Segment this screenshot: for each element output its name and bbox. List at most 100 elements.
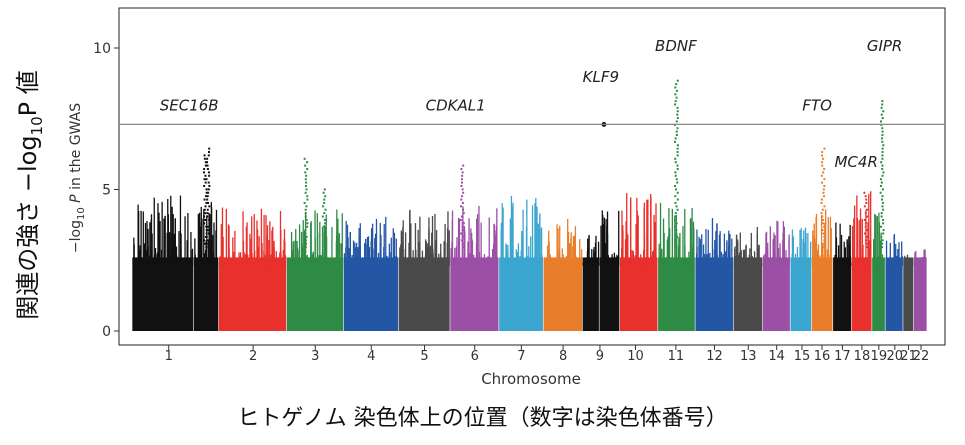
chromosome-scatter xyxy=(527,256,529,266)
chromosome-scatter xyxy=(762,255,765,266)
chromosome-scatter xyxy=(701,261,704,266)
chromosome-scatter xyxy=(668,227,671,266)
peak-point xyxy=(304,212,307,215)
chromosome-scatter xyxy=(435,230,438,266)
chromosome-scatter xyxy=(819,263,821,266)
chromosome-scatter xyxy=(485,259,488,266)
chromosome-scatter xyxy=(203,255,205,266)
chromosome-scatter xyxy=(924,249,926,266)
peak-point xyxy=(822,218,825,221)
chromosome-scatter xyxy=(861,218,863,266)
peak-point xyxy=(881,130,884,133)
chromosome-block xyxy=(218,257,287,331)
chromosome-scatter xyxy=(413,262,416,266)
chromosome-scatter xyxy=(901,259,903,266)
chromosome-scatter xyxy=(232,255,234,266)
chromosome-scatter xyxy=(912,259,914,266)
chromosome-scatter xyxy=(861,259,863,266)
chromosome-scatter xyxy=(158,263,160,266)
peak-point xyxy=(206,164,209,167)
peak-point xyxy=(204,181,207,184)
chromosome-scatter xyxy=(315,262,318,266)
peak-point xyxy=(880,113,883,116)
x-tick-label: 10 xyxy=(627,349,644,364)
chromosome-scatter xyxy=(756,233,758,266)
chromosome-scatter xyxy=(682,226,684,266)
chromosome-scatter xyxy=(172,214,174,266)
chromosome-scatter xyxy=(774,250,776,266)
peak-point xyxy=(207,229,210,232)
chromosome-scatter xyxy=(301,246,304,266)
peak-point xyxy=(823,239,826,242)
peak-point xyxy=(203,222,206,225)
chromosome-scatter xyxy=(835,222,837,266)
chromosome-scatter xyxy=(703,253,706,266)
peak-point xyxy=(304,208,307,211)
chromosome-scatter xyxy=(298,224,301,266)
chromosome-scatter xyxy=(389,261,391,266)
peak-point xyxy=(305,205,308,208)
peak-point xyxy=(676,191,679,194)
peak-point xyxy=(675,229,678,232)
chromosome-scatter xyxy=(738,255,740,266)
chromosome-scatter xyxy=(659,202,662,266)
chromosome-scatter xyxy=(589,261,592,266)
chromosome-scatter xyxy=(571,263,573,266)
chromosome-scatter xyxy=(444,223,446,266)
chromosome-scatter xyxy=(341,243,343,266)
chromosome-scatter xyxy=(465,263,467,266)
chromosome-scatter xyxy=(495,260,498,266)
chromosome-scatter xyxy=(303,230,306,266)
peak-point xyxy=(881,167,884,170)
peak-point xyxy=(674,161,677,164)
chromosome-scatter xyxy=(294,240,296,266)
chromosome-scatter xyxy=(561,260,563,266)
peak-point xyxy=(866,215,869,218)
chromosome-scatter xyxy=(515,249,517,266)
chromosome-scatter xyxy=(606,211,609,266)
chromosome-scatter xyxy=(159,221,161,266)
peak-point xyxy=(305,174,308,177)
chromosome-scatter xyxy=(270,254,272,266)
chromosome-scatter xyxy=(281,262,283,266)
peak-point xyxy=(675,89,678,92)
peak-point xyxy=(822,232,825,235)
chromosome-scatter xyxy=(205,240,207,266)
chromosome-scatter xyxy=(319,221,321,266)
chromosome-scatter xyxy=(321,256,323,266)
chromosome-scatter xyxy=(561,248,563,266)
peak-point xyxy=(204,195,207,198)
peak-point xyxy=(863,232,866,235)
peak-point xyxy=(208,205,211,208)
chromosome-scatter xyxy=(846,262,848,266)
chromosome-scatter xyxy=(733,248,736,266)
gene-label: GIPR xyxy=(867,37,903,55)
chromosome-scatter xyxy=(140,210,142,266)
chromosome-scatter xyxy=(335,256,338,266)
chromosome-scatter xyxy=(714,240,716,266)
x-tick-label: 21 xyxy=(900,349,917,364)
chromosome-scatter xyxy=(266,225,269,266)
peak-point xyxy=(823,195,826,198)
chromosome-scatter xyxy=(336,235,338,266)
peak-point xyxy=(675,222,678,225)
chromosome-scatter xyxy=(653,214,655,266)
peak-point xyxy=(205,225,208,228)
chromosome-scatter xyxy=(393,232,396,266)
chromosome-scatter xyxy=(167,198,169,266)
x-tick-label: 19 xyxy=(871,349,888,364)
chromosome-scatter xyxy=(688,251,690,266)
chromosome-scatter xyxy=(889,242,891,266)
chromosome-scatter xyxy=(696,246,698,266)
chromosome-scatter xyxy=(785,249,787,266)
chromosome-scatter xyxy=(396,256,398,266)
peak-point xyxy=(674,174,677,177)
chromosome-scatter xyxy=(385,216,387,266)
chromosome-scatter xyxy=(409,213,411,266)
chromosome-scatter xyxy=(738,252,741,266)
chromosome-scatter xyxy=(574,226,577,266)
chromosome-scatter xyxy=(373,260,375,266)
chromosome-scatter xyxy=(298,249,300,266)
chromosome-scatter xyxy=(727,245,730,266)
chromosome-block xyxy=(599,257,620,331)
